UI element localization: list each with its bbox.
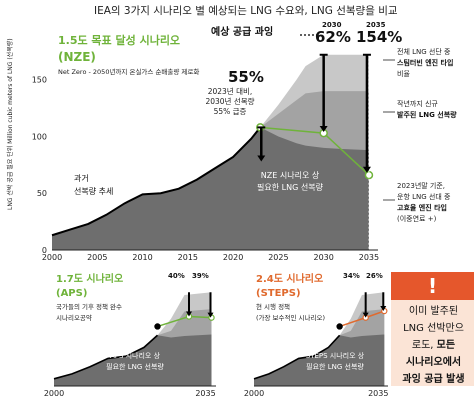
y-tick-label: 150 [32,76,47,85]
main-chart: 2000 2005 2010 2015 2020 2025 2030 2035 0 50 100 15… [32,34,395,262]
x-tick-label: 2020 [223,253,243,262]
legend-steam-line2: 스팀터빈 엔진 타입 [397,58,453,67]
scenario-point [154,323,161,330]
x-tick-label: 2015 [178,253,198,262]
aps-pct-2035: 39% [192,272,209,280]
nze-scenario-code: (NZE) [58,50,96,64]
past-label-line2: 선복량 추세 [74,186,113,196]
year-2030-label: 2030 [322,21,342,29]
note-line1: 이미 발주된 [408,306,459,317]
x-tick-label: 2010 [132,253,152,262]
note-line5: 과잉 공급 발생 [402,374,465,385]
x-tick-label: 2000 [244,389,264,398]
steps-pct-2030: 34% [343,272,360,280]
nze-need-label: NZE 시나리오 상 필요한 LNG 선복량 [257,170,324,192]
steps-subtitle-line1: 현 시행 정책 [256,302,290,311]
x-tick-label: 2000 [44,389,64,398]
area-high-efficiency [52,127,369,250]
oversupply-arrow-head [207,312,214,318]
y-tick-label: 100 [32,132,47,141]
x-tick-label: 2025 [268,253,288,262]
arrow-2030-head [319,125,328,132]
nze-need-line1: NZE 시나리오 상 [261,170,320,180]
y-tick-label: 50 [37,189,47,198]
oversupply-arrow-head [362,312,369,318]
x-tick-label: 2035 [359,253,379,262]
note-text: 이미 발주된 LNG 선박만으 로도, 모든 시나리오에서 과잉 공급 발생 [393,303,474,388]
year-2035-label: 2035 [366,21,386,29]
pct-2023-note-line1: 2023년 대비, [208,86,253,96]
pct-2030-label: 62% [315,28,351,46]
note-alert-icon: ! [391,272,474,300]
nze-scenario-title: 1.5도 목표 달성 시나리오 [58,33,180,47]
y-axis-label: LNG 선박 공급 필요 단위 Million cubic meters of … [6,38,14,210]
legend-new-line1: 작년까지 신규 [397,99,438,108]
oversupply-arrow-head [380,306,387,312]
historical-line [253,334,341,380]
past-label: 과거 선복량 추세 [74,174,113,196]
legend-eff-line3: 고효율 엔진 타입 [397,203,447,212]
aps-chart: 2000 2035 [44,292,216,398]
aps-pct-2030: 40% [168,272,185,280]
legend-steam-line3: 비율 [397,69,410,78]
aps-scenario-code: (APS) [56,288,87,299]
x-tick-label: 2035 [195,389,215,398]
legend-eff-line2: 운항 LNG 선대 중 [397,192,451,201]
steps-need-line1: STEPS 시나리오 상 [306,351,365,360]
aps-scenario-title: 1.7도 시나리오 [56,272,123,285]
steps-chart: 2000 2035 [244,292,388,398]
nze-subtitle: Net Zero - 2050년까지 온실가스 순배출량 제로화 [58,67,199,76]
y-tick-label: 0 [42,246,47,255]
legend-eff-line1: 2023년말 기준, [397,181,445,190]
arrow-2023-head [257,155,266,162]
x-tick-label: 2005 [87,253,107,262]
historical-line [51,126,262,237]
pct-2035-label: 154% [356,28,402,46]
note-line4: 시나리오에서 [405,357,462,368]
note-line3: 로도, 모든 [411,340,456,351]
past-label-line1: 과거 [74,174,89,183]
legend-new-line2: 발주된 LNG 선복량 [397,110,457,119]
aps-subtitle-line2: 시나리오공약 [56,313,92,322]
nze-need-line2: 필요한 LNG 선복량 [257,182,324,192]
aps-need-line1: APS 시나리오 상 [110,351,161,360]
arrow-2035-head [362,166,371,173]
scenario-point [336,323,343,330]
steps-subtitle-line2: (가장 보수적인 시나리오) [256,313,325,322]
oversupply-label: 예상 공급 과잉 [211,25,273,38]
x-tick-label: 2035 [368,389,388,398]
legend-high-eff: 2023년말 기준, 운항 LNG 선대 중 고효율 엔진 타입 (이중연료 +… [397,181,451,223]
pct-2023-note-line3: 55% 급증 [214,107,247,116]
x-tick-label: 2000 [42,253,62,262]
steps-pct-2035: 26% [366,272,383,280]
legend-eff-line4: (이중연료 +) [397,214,437,223]
legend-steam: 전체 LNG 선단 중 스팀터빈 엔진 타입 비율 [397,47,453,78]
historical-line [53,334,159,380]
steps-scenario-title: 2.4도 시나리오 [256,272,323,285]
area-existing [54,334,212,386]
legend-new-orders: 작년까지 신규 발주된 LNG 선복량 [397,99,457,119]
note-line2: LNG 선박만으 [403,323,464,334]
aps-subtitle-line1: 국가들의 기후 정책 완수 [56,302,122,311]
area-existing [254,334,385,386]
steps-need-line2: 필요한 LNG 선복량 [306,362,364,371]
legend-steam-line1: 전체 LNG 선단 중 [397,47,451,56]
pct-2023-note: 2023년 대비, 2030년 선복량 55% 급증 [205,86,254,116]
pct-2023-note-line2: 2030년 선복량 [205,96,254,106]
oversupply-arrow-head [186,311,192,317]
page-title: IEA의 3가지 시나리오 별 예상되는 LNG 수요와, LNG 선복량을 비… [94,4,398,17]
x-tick-label: 2030 [313,253,333,262]
aps-need-line2: 필요한 LNG 선복량 [106,362,164,371]
pct-2023-label: 55% [228,68,264,86]
steps-scenario-code: (STEPS) [256,288,301,299]
